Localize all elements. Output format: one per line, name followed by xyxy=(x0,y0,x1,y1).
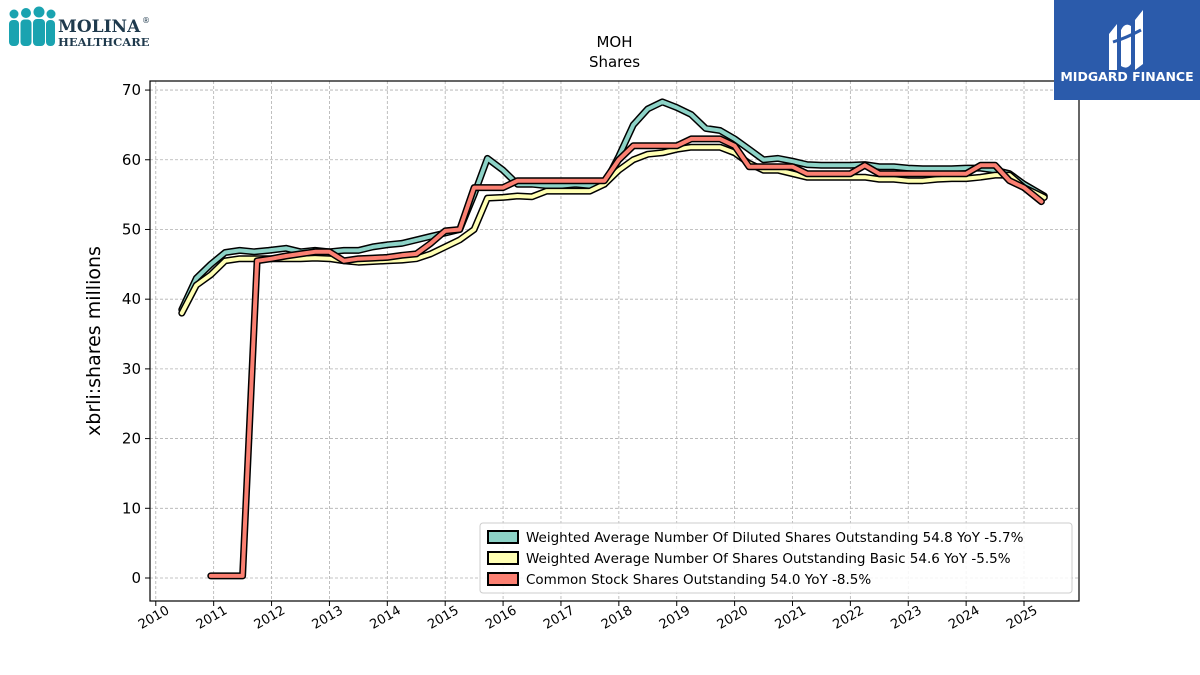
legend-swatch-2 xyxy=(487,551,519,565)
x-axis: 2010 2011 2012 2013 2014 2015 2016 2017 2018 2019… xyxy=(136,601,1040,633)
y-axis: 0 10 20 30 40 50 60 70 xyxy=(122,81,150,587)
x-tick-label: 2016 xyxy=(483,603,519,633)
series-lines xyxy=(178,98,1048,580)
y-axis-label: xbrli:shares millions xyxy=(83,246,105,436)
x-tick-label: 2015 xyxy=(425,603,461,633)
x-tick-label: 2011 xyxy=(194,603,230,633)
x-tick-label: 2018 xyxy=(599,603,635,633)
y-tick-label: 30 xyxy=(122,360,141,378)
x-tick-label: 2021 xyxy=(773,603,809,633)
x-tick-label: 2013 xyxy=(310,603,346,633)
molina-name: MOLINA xyxy=(58,17,141,37)
legend-label-1: Weighted Average Number Of Diluted Share… xyxy=(526,530,1024,546)
y-tick-label: 40 xyxy=(122,290,141,308)
y-tick-label: 60 xyxy=(122,151,141,169)
legend-label-2: Weighted Average Number Of Shares Outsta… xyxy=(526,551,1011,567)
x-tick-label: 2017 xyxy=(541,603,577,633)
x-tick-label: 2022 xyxy=(831,603,867,633)
y-tick-label: 50 xyxy=(122,220,141,238)
y-tick-label: 10 xyxy=(122,499,141,517)
x-tick-label: 2019 xyxy=(657,603,693,633)
chart-title: MOH xyxy=(596,33,632,51)
series-line-1 xyxy=(179,99,1047,312)
legend-label-3: Common Stock Shares Outstanding 54.0 YoY… xyxy=(526,572,871,588)
molina-subtitle: HEALTHCARE xyxy=(58,35,150,49)
legend-swatch-3 xyxy=(487,572,519,586)
x-tick-label: 2024 xyxy=(946,603,982,633)
chart-subtitle: Shares xyxy=(589,53,640,71)
legend-swatch-1 xyxy=(487,530,519,544)
legend: Weighted Average Number Of Diluted Share… xyxy=(479,522,1073,594)
y-tick-label: 70 xyxy=(122,81,141,99)
molina-logo: MOLINA ® HEALTHCARE xyxy=(6,6,156,50)
series-line-2 xyxy=(179,145,1047,316)
midgard-name: MIDGARD FINANCE xyxy=(1060,69,1193,84)
x-tick-label: 2025 xyxy=(1004,603,1040,633)
plot-frame xyxy=(149,80,1080,602)
midgard-finance-logo: MIDGARD FINANCE xyxy=(1054,0,1200,100)
x-tick-label: 2014 xyxy=(367,603,403,633)
midgard-emblem-icon xyxy=(1109,10,1143,70)
x-tick-label: 2012 xyxy=(252,603,288,633)
legend-box xyxy=(479,522,1073,594)
molina-people-icon xyxy=(9,6,56,46)
series-line-3 xyxy=(208,136,1044,578)
y-tick-label: 0 xyxy=(131,569,141,587)
series-outline-3 xyxy=(207,135,1045,580)
x-tick-label: 2023 xyxy=(888,603,924,633)
y-tick-label: 20 xyxy=(122,430,141,448)
x-tick-label: 2020 xyxy=(715,603,751,633)
molina-registered-mark: ® xyxy=(142,16,150,25)
series-outline-1 xyxy=(178,98,1048,314)
x-tick-label: 2010 xyxy=(136,603,172,633)
